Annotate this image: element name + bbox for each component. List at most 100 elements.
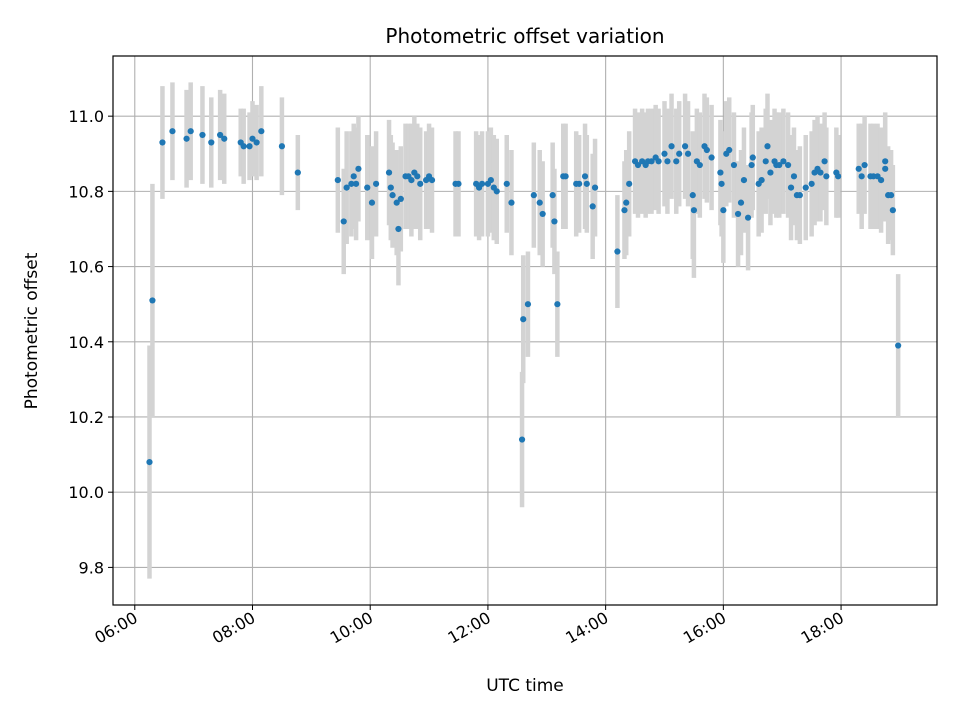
data-point (149, 297, 156, 304)
data-point (428, 176, 436, 184)
data-point (808, 180, 815, 187)
data-point (348, 180, 355, 187)
data-point (817, 169, 824, 176)
data-point (780, 158, 787, 165)
data-point (895, 342, 902, 349)
data-point (208, 139, 215, 146)
data-point (684, 150, 692, 157)
data-point (294, 169, 301, 176)
data-point (551, 218, 558, 225)
data-point (278, 143, 286, 150)
data-point (887, 192, 895, 199)
data-point (737, 199, 745, 206)
data-point (350, 173, 357, 180)
data-point (858, 173, 865, 180)
data-point (387, 184, 394, 191)
data-point (169, 128, 176, 135)
data-point (889, 207, 896, 214)
error-bars (147, 82, 901, 579)
data-point (343, 184, 350, 191)
data-point (621, 207, 628, 214)
x-tick-label: 10:00 (327, 608, 376, 648)
data-point (389, 192, 396, 199)
plot-area-frame (112, 55, 938, 606)
data-point (764, 143, 771, 150)
data-point (877, 176, 885, 184)
y-tick-label: 10.2 (68, 408, 104, 427)
data-point (249, 135, 256, 142)
data-point (787, 184, 795, 191)
data-point (730, 161, 738, 169)
y-tick-label: 10.6 (68, 258, 104, 277)
data-point (717, 169, 724, 176)
data-point (397, 195, 404, 202)
data-point (676, 150, 683, 157)
data-point (726, 146, 733, 154)
x-tick-label: 14:00 (562, 608, 611, 648)
y-tick-label: 10.8 (68, 182, 104, 201)
data-point (882, 165, 889, 172)
data-point (708, 154, 715, 161)
data-point (455, 180, 462, 187)
data-point (340, 218, 347, 225)
data-point (368, 199, 376, 206)
data-point (790, 173, 798, 180)
data-point (748, 161, 755, 169)
data-point (623, 199, 630, 206)
data-point (703, 146, 710, 154)
x-tick-label: 18:00 (798, 608, 847, 648)
y-tick-label: 10.4 (68, 333, 104, 352)
data-point (493, 188, 500, 195)
data-point (478, 180, 486, 187)
data-point (524, 301, 532, 308)
data-point (539, 210, 546, 218)
data-point (253, 139, 260, 146)
data-point (648, 158, 655, 165)
x-tick-label: 06:00 (91, 608, 140, 648)
data-point (734, 210, 742, 218)
x-tick-label: 08:00 (209, 608, 258, 648)
data-point (823, 173, 830, 180)
data-point (740, 176, 748, 184)
data-point (655, 158, 662, 165)
y-axis-ticks: 9.8 10.0 10.2 10.4 10.6 10.8 11.0 (68, 107, 113, 577)
data-point (661, 150, 668, 157)
data-point (334, 176, 341, 184)
data-point (634, 161, 642, 169)
data-point (520, 316, 527, 323)
data-point (536, 199, 543, 206)
data-point (744, 214, 752, 221)
data-point (626, 180, 633, 187)
y-tick-label: 9.8 (79, 558, 104, 577)
data-point (487, 176, 494, 184)
data-point (352, 180, 360, 187)
data-point (393, 199, 400, 206)
data-point (882, 158, 889, 165)
data-point (408, 176, 415, 184)
data-point (664, 158, 671, 165)
data-point (581, 173, 589, 180)
data-point (518, 436, 526, 443)
data-point (159, 139, 166, 146)
data-point (784, 161, 792, 169)
data-point (749, 154, 756, 161)
data-point (720, 207, 727, 214)
data-point (372, 180, 380, 187)
data-point (821, 158, 828, 165)
data-point (689, 192, 696, 199)
data-point (767, 169, 774, 176)
data-point (508, 199, 515, 206)
data-point (673, 158, 680, 165)
data-point (240, 143, 247, 150)
data-point (855, 165, 862, 172)
data-point (246, 143, 253, 150)
data-point (417, 180, 424, 187)
x-tick-label: 16:00 (680, 608, 729, 648)
data-point (762, 158, 769, 165)
data-points (146, 128, 902, 466)
data-point (217, 131, 224, 139)
data-point (414, 173, 421, 180)
data-point (549, 192, 556, 199)
data-point (530, 192, 537, 199)
y-axis-label: Photometric offset (22, 252, 42, 409)
